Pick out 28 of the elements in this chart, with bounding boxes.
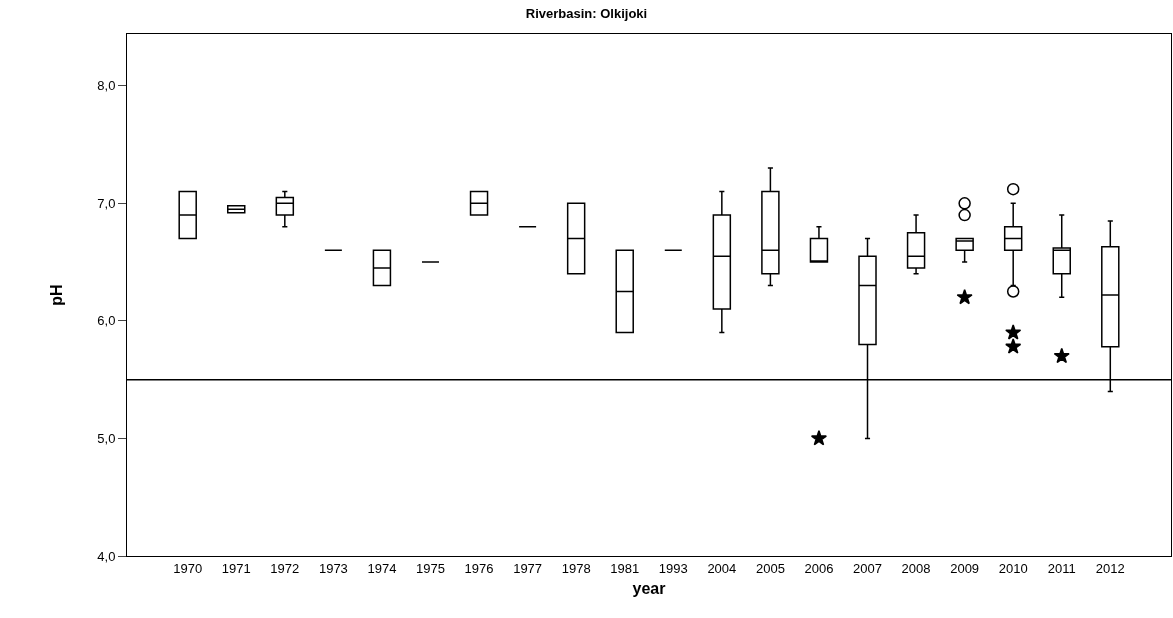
x-tick-label: 1970 [173,560,203,576]
y-tick-label: 6,0 [97,313,116,329]
x-tick-label: 1975 [416,560,445,576]
x-tick-label: 2011 [1047,560,1076,576]
x-tick-label: 2012 [1095,560,1125,576]
x-tick-label: 1976 [464,560,494,576]
x-tick-label: 1973 [318,560,348,576]
x-axis-title: year [632,580,666,598]
x-tick-label: 2009 [950,560,980,576]
chart-title: Riverbasin: Olkijoki [525,6,648,22]
x-tick-label: 2008 [901,560,931,576]
x-tick-label: 1981 [610,560,640,576]
x-tick-label: 1971 [221,560,251,576]
x-tick-label: 2005 [755,560,785,576]
y-axis-title: pH [48,284,66,306]
x-tick-label: 2007 [853,560,882,576]
x-tick-label: 2006 [804,560,834,576]
x-tick-label: 1993 [658,560,688,576]
y-tick-label: 7,0 [97,195,116,211]
x-tick-label: 1972 [270,560,300,576]
y-tick-label: 8,0 [97,78,116,94]
y-tick-label: 4,0 [97,548,116,564]
y-tick-label: 5,0 [97,430,116,446]
x-tick-label: 1974 [367,560,397,576]
x-tick-label: 1978 [561,560,591,576]
x-tick-label: 2010 [998,560,1028,576]
x-tick-label: 1977 [513,560,543,576]
x-tick-label: 2004 [707,560,737,576]
